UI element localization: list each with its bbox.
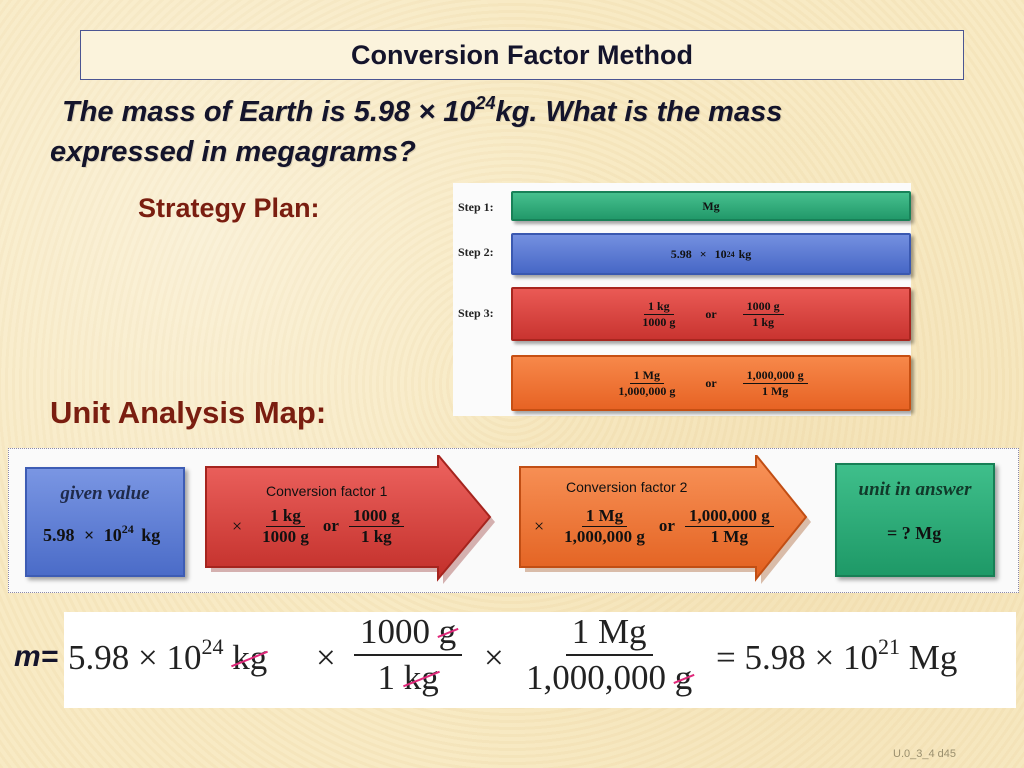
- conversion-factor-2-arrow: Conversion factor 2 × 1 Mg 1,000,000 g o…: [516, 455, 812, 585]
- equation-given: 5.98 × 1024 kg: [68, 636, 268, 678]
- step-1-label: Step 1:: [458, 200, 494, 214]
- unit-in-answer-box: unit in answer = ? Mg: [835, 463, 995, 577]
- step-3b-fraction-1: 1 Mg 1,000,000 g: [614, 369, 679, 397]
- equation-fraction-2-denominator-unit-cancelled: g: [674, 658, 693, 697]
- step-2-exponent: 24: [726, 249, 735, 259]
- equation-fraction-1-numerator-unit-cancelled: g: [438, 612, 457, 651]
- factor-1-fraction-1: 1 kg 1000 g: [258, 507, 313, 546]
- equation-given-base: 5.98 × 10: [68, 638, 202, 677]
- equation-times-1: ×: [316, 638, 336, 677]
- step-3-fraction-2-denominator: 1 kg: [752, 314, 774, 329]
- equation-fraction-1-denominator: 1 kg: [372, 656, 445, 698]
- equation-result-exponent: 21: [877, 634, 900, 659]
- step-3b-fraction-2: 1,000,000 g 1 Mg: [742, 369, 808, 398]
- conversion-factor-1-label: Conversion factor 1: [266, 483, 388, 499]
- conversion-factor-1-arrow: Conversion factor 1 × 1 kg 1000 g or 100…: [202, 455, 497, 585]
- strategy-plan-heading: Strategy Plan:: [138, 193, 320, 223]
- step-1-text: Mg: [702, 198, 720, 213]
- step-3b-bar: 1 Mg 1,000,000 g or 1,000,000 g 1 Mg: [511, 355, 911, 411]
- step-2-bar: 5.98 × 10 24 kg: [511, 233, 911, 275]
- unit-in-answer-value: = ? Mg: [887, 523, 942, 543]
- equation-result-unit: Mg: [908, 638, 958, 677]
- factor-2-or: or: [658, 516, 675, 536]
- conversion-factor-2-label: Conversion factor 2: [566, 479, 688, 495]
- equation-given-unit-cancelled: kg: [232, 638, 268, 677]
- factor-1-times: ×: [232, 515, 243, 536]
- slide-title-box: Conversion Factor Method: [80, 30, 964, 80]
- equation-fraction-2-denominator-value: 1,000,000: [526, 658, 666, 697]
- factor-1-fraction-2: 1000 g 1 kg: [348, 507, 404, 546]
- step-3-fraction-2: 1000 g 1 kg: [742, 300, 784, 329]
- question-exponent: 24: [475, 93, 496, 113]
- factor-1-fraction-2-numerator: 1000 g: [348, 507, 404, 527]
- question-line-1-end: kg. What is the mass: [495, 96, 783, 128]
- equation-fraction-1-denominator-value: 1: [377, 658, 396, 697]
- step-3b-fraction-1-numerator: 1 Mg: [629, 369, 664, 384]
- step-2-base: 5.98: [670, 246, 692, 261]
- step-3-fraction-1-numerator: 1 kg: [643, 300, 674, 315]
- step-2-times: ×: [699, 246, 707, 261]
- factor-2-fraction-2-denominator: 1 Mg: [710, 526, 748, 546]
- given-exponent: 24: [121, 522, 134, 536]
- factor-1-fraction-2-denominator: 1 kg: [360, 526, 392, 546]
- equation-fraction-1: 1000 g 1 kg: [354, 612, 463, 698]
- factor-2-fraction-1: 1 Mg 1,000,000 g: [560, 507, 649, 546]
- equation-fraction-2: 1 Mg 1,000,000 g: [520, 612, 698, 698]
- step-3-fraction-1: 1 kg 1000 g: [638, 300, 679, 328]
- given-value-box: given value 5.98 × 1024 kg: [25, 467, 185, 577]
- question-line-1: The mass of Earth is 5.98 × 1024kg. What…: [50, 92, 990, 132]
- factor-2-times: ×: [534, 515, 545, 536]
- factor-2-fraction-1-numerator: 1 Mg: [581, 507, 628, 527]
- equation-fraction-1-numerator-value: 1000: [360, 612, 430, 651]
- equation-given-exponent: 24: [201, 634, 224, 659]
- step-3-label: Step 3:: [458, 306, 494, 320]
- step-3b-or: or: [705, 375, 717, 390]
- equation-fraction-2-numerator: 1 Mg: [565, 612, 653, 656]
- step-3b-fraction-2-numerator: 1,000,000 g: [742, 369, 808, 384]
- step-3-fraction-1-denominator: 1000 g: [642, 314, 676, 329]
- factor-2-fraction-2-numerator: 1,000,000 g: [684, 507, 774, 527]
- equation-result-base: = 5.98 × 10: [716, 638, 878, 677]
- step-3b-fraction-1-denominator: 1,000,000 g: [618, 383, 676, 398]
- given-unit: kg: [141, 525, 161, 545]
- step-2-power: 10: [714, 246, 727, 261]
- factor-2-fraction-1-denominator: 1,000,000 g: [564, 526, 645, 546]
- step-1-bar: Mg: [511, 191, 911, 221]
- step-2-unit: kg: [738, 246, 752, 261]
- equation-times-2: ×: [484, 638, 504, 677]
- unit-analysis-map: given value 5.98 × 1024 kg Conversion fa…: [8, 448, 1019, 593]
- step-3-fraction-2-numerator: 1000 g: [742, 300, 784, 315]
- equation-panel: 5.98 × 1024 kg × 1000 g 1 kg × 1 Mg 1,00…: [64, 612, 1016, 708]
- given-base: 5.98: [43, 525, 75, 545]
- question-text: The mass of Earth is 5.98 × 1024kg. What…: [50, 92, 990, 172]
- mass-label: m=: [14, 640, 59, 673]
- conversion-factor-1-expression: × 1 kg 1000 g or 1000 g 1 kg: [232, 507, 404, 546]
- unit-in-answer-title: unit in answer: [858, 479, 972, 500]
- factor-2-fraction-2: 1,000,000 g 1 Mg: [684, 507, 774, 546]
- step-2-label: Step 2:: [458, 245, 494, 259]
- conversion-factor-2-expression: × 1 Mg 1,000,000 g or 1,000,000 g 1 Mg: [534, 507, 774, 546]
- unit-analysis-map-heading: Unit Analysis Map:: [50, 395, 327, 430]
- factor-1-fraction-1-numerator: 1 kg: [266, 507, 305, 527]
- step-3b-fraction-2-denominator: 1 Mg: [761, 383, 789, 398]
- question-line-1-start: The mass of Earth is 5.98 × 10: [62, 96, 476, 128]
- step-3-or: or: [705, 306, 717, 321]
- given-power: 10: [103, 525, 122, 545]
- strategy-plan-panel: Step 1: Mg Step 2: 5.98 × 10 24 kg Step 3…: [453, 183, 911, 416]
- given-value-title: given value: [60, 483, 150, 504]
- step-3-bar: 1 kg 1000 g or 1000 g 1 kg: [511, 287, 911, 341]
- factor-1-fraction-1-denominator: 1000 g: [262, 526, 309, 546]
- given-times: ×: [84, 525, 95, 545]
- given-value-expression: 5.98 × 1024 kg: [43, 522, 161, 546]
- slide-footer-code: U.0_3_4 d45: [893, 748, 956, 760]
- slide-title: Conversion Factor Method: [350, 39, 694, 70]
- equation-fraction-1-denominator-unit-cancelled: kg: [403, 658, 439, 697]
- equation-fraction-2-denominator: 1,000,000 g: [520, 656, 698, 698]
- equation-fraction-1-numerator: 1000 g: [354, 612, 463, 656]
- factor-1-or: or: [322, 516, 339, 536]
- question-line-2: expressed in megagrams?: [50, 136, 416, 168]
- equation-result: = 5.98 × 1021 Mg: [716, 636, 958, 678]
